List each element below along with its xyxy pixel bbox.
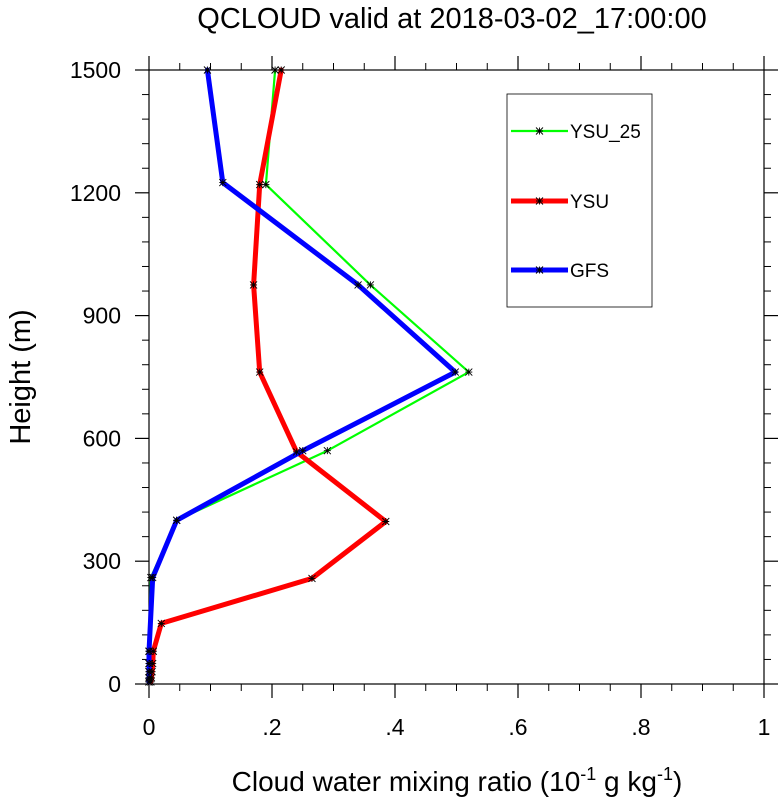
series-gfs [146, 67, 458, 685]
y-tick-label: 300 [83, 548, 121, 574]
data-point-ysu [292, 448, 301, 456]
legend-marker-ysu-25 [535, 127, 544, 135]
data-point-ysu [249, 281, 258, 289]
legend-label-gfs: GFS [570, 261, 609, 282]
data-point-gfs [148, 573, 157, 582]
legend-marker-gfs [535, 266, 544, 274]
y-tick-label: 1500 [70, 57, 121, 83]
data-point-gfs [145, 659, 153, 668]
data-point-gfs [298, 446, 307, 455]
legend-box [506, 93, 653, 308]
x-tick-label: .6 [508, 714, 527, 740]
data-point-ysu [277, 66, 286, 74]
series-ysu-25 [147, 68, 470, 684]
data-point-ysu [308, 574, 316, 583]
x-tick-label: .8 [631, 714, 650, 740]
x-tick-label: 0 [143, 714, 156, 740]
y-tick-label: 0 [108, 671, 121, 697]
series-markers-gfs [145, 66, 460, 686]
series-line-gfs [146, 67, 458, 685]
data-point-gfs [145, 667, 153, 676]
x-tick-label: .2 [262, 714, 281, 740]
legend-item-ysu-25: YSU_25 [511, 122, 641, 143]
data-point-gfs [203, 66, 212, 74]
legend-item-gfs: GFS [511, 261, 609, 282]
data-point-gfs [145, 647, 153, 656]
x-tick-label: .4 [385, 714, 404, 740]
legend-label-ysu-25: YSU_25 [570, 122, 641, 143]
series-line-ysu-25 [147, 68, 470, 684]
data-point-gfs [172, 516, 181, 525]
chart-title: QCLOUD valid at 2018-03-02_17:00:00 [197, 3, 706, 35]
data-point-gfs [145, 678, 153, 686]
data-point-ysu [157, 619, 166, 628]
data-point-ysu-25 [262, 180, 270, 189]
data-point-gfs [145, 674, 153, 682]
data-point-ysu [149, 647, 158, 656]
data-point-ysu-25 [271, 66, 279, 74]
legend-item-ysu: YSU [511, 192, 609, 213]
data-point-ysu-25 [366, 281, 375, 289]
plot-frame [148, 69, 765, 685]
legend-label-ysu: YSU [570, 192, 609, 213]
data-point-gfs [451, 368, 460, 376]
y-tick-label: 600 [83, 425, 121, 451]
data-point-gfs [218, 178, 227, 187]
legend-marker-ysu [535, 197, 544, 205]
y-tick-label: 1200 [70, 180, 121, 206]
x-axis-label: Cloud water mixing ratio (10-1 g kg-1) [232, 764, 683, 797]
data-point-ysu [255, 180, 264, 189]
data-point-ysu [148, 659, 157, 668]
y-tick-label: 900 [83, 303, 121, 329]
y-axis-label: Height (m) [5, 309, 37, 444]
data-point-ysu-25 [323, 446, 332, 455]
data-point-ysu [255, 368, 264, 376]
data-point-gfs [354, 281, 362, 289]
x-tick-label: 1 [758, 714, 771, 740]
data-point-ysu [381, 517, 390, 526]
series-markers-ysu-25 [145, 66, 473, 686]
data-point-ysu-25 [464, 368, 473, 376]
